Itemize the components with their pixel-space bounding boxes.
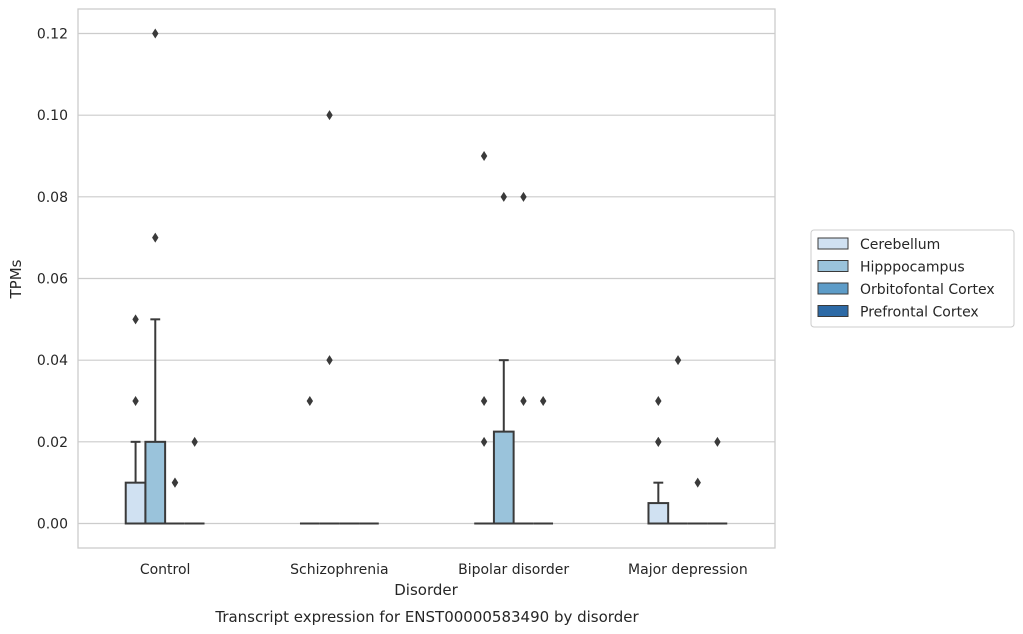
outlier-point [655,436,662,447]
outlier-point [171,477,179,488]
box-0-1 [144,318,167,525]
x-tick-label: Control [140,562,191,578]
y-tick-labels: 0.00 0.02 0.04 0.06 0.08 0.10 0.12 [37,27,68,533]
outlier-point [132,396,139,406]
legend-swatch [817,237,849,250]
box-3-0 [647,481,670,525]
plot-frame [77,8,776,549]
outlier-point [152,28,159,39]
legend-item: Hipppocampus [817,260,965,276]
legend-item: Prefrontal Cortex [817,305,979,321]
y-axis-label: TPMs [7,259,25,299]
outlier-points [132,28,721,488]
legend-frame [810,229,1015,328]
outlier-point [326,110,333,121]
y-tick-label: 0.00 [37,517,68,533]
outlier-point [480,436,488,447]
legend-label: Cerebellum [860,237,940,253]
y-tick-label: 0.04 [37,353,68,369]
outlier-point [480,396,488,406]
legend-swatch [817,260,849,272]
chart-caption: Transcript expression for ENST0000058349… [214,608,639,626]
outlier-point [500,191,507,202]
legend-label: Prefrontal Cortex [860,305,979,321]
y-tick-label: 0.02 [37,435,68,451]
x-tick-label: Bipolar disorder [458,562,569,578]
outlier-point [520,191,527,202]
legend-label: Hipppocampus [860,260,965,276]
y-tick-label: 0.10 [37,108,68,124]
box [647,502,670,525]
legend-label: Orbitofontal Cortex [860,282,995,298]
box-series [124,318,728,525]
x-tick-label: Major depression [628,562,748,578]
x-tick-labels: Control Schizophrenia Bipolar disorder Majo… [140,562,748,578]
box-0-0 [124,440,147,525]
outlier-point [306,396,314,406]
outlier-point [326,355,333,366]
box [124,481,147,525]
box [144,440,167,525]
x-axis-label: Disorder [394,581,458,599]
y-tick-label: 0.06 [37,272,68,288]
legend-item: Cerebellum [817,237,940,253]
outlier-point [655,396,662,406]
grid-lines [78,32,775,525]
box [492,430,515,525]
outlier-point [520,396,527,406]
box-2-1 [492,359,515,525]
outlier-point [694,477,701,488]
outlier-point [714,436,721,447]
outlier-point [674,355,682,366]
outlier-point [132,314,139,325]
legend: Cerebellum Hipppocampus Orbitofontal Corte… [810,229,1015,328]
outlier-point [539,396,547,406]
outlier-point [152,232,159,243]
y-tick-label: 0.08 [37,190,68,206]
outlier-point [191,436,198,447]
x-tick-label: Schizophrenia [290,562,388,578]
outlier-point [480,151,488,161]
legend-swatch [817,282,849,295]
y-tick-label: 0.12 [37,27,68,43]
legend-item: Orbitofontal Cortex [817,282,995,298]
legend-swatch [817,305,849,317]
